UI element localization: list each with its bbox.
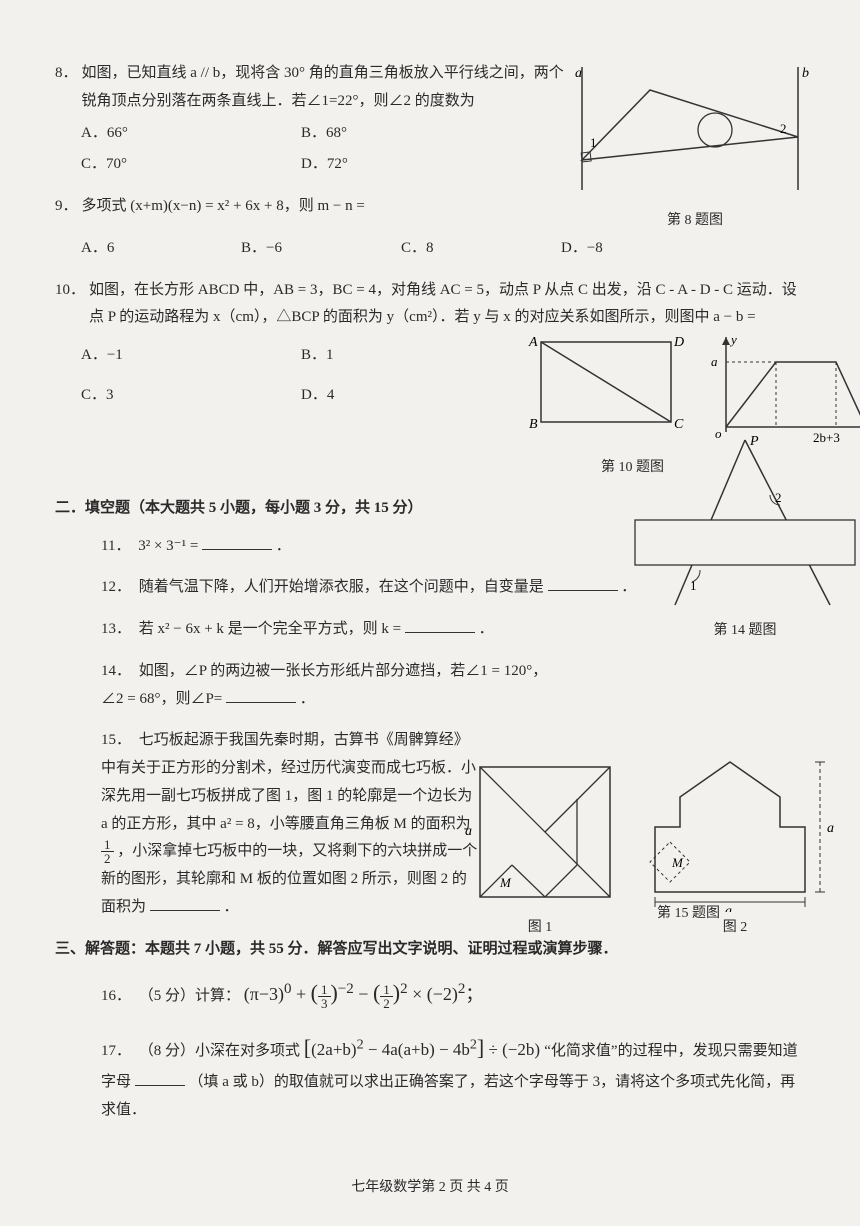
svg-text:y: y	[729, 332, 737, 347]
q14-blank	[226, 686, 296, 703]
q9-opt-c: C．8	[401, 235, 561, 263]
q10-number: 10．	[55, 277, 85, 305]
question-8: a b 1 2 第 8 题图 8． 如图，已知直线 a // b，现将含 30°…	[55, 60, 810, 179]
question-9: 9． 多项式 (x+m)(x−n) = x² + 6x + 8，则 m − n …	[55, 193, 810, 263]
q15-fig1-svg: a M	[460, 757, 620, 912]
q17-pts: （8 分）小深在对多项式	[139, 1043, 300, 1059]
q15-figure: a M 图 1 M a a 图 2	[460, 757, 850, 941]
question-13: 13． 若 x² − 6x + k 是一个完全平方式，则 k = ．	[55, 616, 810, 644]
question-15: a M 图 1 M a a 图 2 15． 七巧板起源于我国先秦时期	[55, 727, 810, 921]
q15-fig1-caption: 图 1	[460, 915, 620, 941]
q17-number: 17．	[101, 1043, 131, 1059]
page-footer: 七年级数学第 2 页 共 4 页	[0, 1175, 860, 1201]
q8-svg: a b 1 2	[570, 65, 820, 205]
q9-text: 多项式 (x+m)(x−n) = x² + 6x + 8，则 m − n =	[82, 193, 810, 221]
q12-number: 12．	[101, 579, 131, 595]
svg-text:2: 2	[780, 121, 787, 136]
question-12: 12． 随着气温下降，人们开始增添衣服，在这个问题中，自变量是 ．	[55, 574, 810, 602]
svg-text:P: P	[749, 434, 759, 449]
q17-expr: [(2a+b)2 − 4a(a+b) − 4b2] ÷ (−2b)	[304, 1040, 544, 1059]
q13-text: 若 x² − 6x + k 是一个完全平方式，则 k =	[139, 621, 401, 637]
q10-opt-d: D．4	[301, 382, 521, 410]
q13-number: 13．	[101, 621, 131, 637]
q15-number: 15．	[101, 732, 131, 748]
q8-opt-a: A．66°	[81, 120, 301, 148]
q17-mid: （填 a 或 b）的取值就可以求出正确答案了，若这个字母等于 3，请将这个多项式…	[101, 1074, 795, 1118]
q15-blank	[150, 894, 220, 911]
q8-text: 如图，已知直线 a // b，现将含 30° 角的直角三角板放入平行线之间，两个…	[82, 60, 572, 116]
q11-number: 11．	[101, 538, 130, 554]
q14-number: 14．	[101, 663, 131, 679]
q16-pts: （5 分）计算：	[139, 988, 240, 1004]
q12-text: 随着气温下降，人们开始增添衣服，在这个问题中，自变量是	[139, 579, 544, 595]
svg-text:M: M	[499, 875, 512, 890]
svg-text:a: a	[827, 821, 834, 836]
q11-text: 3² × 3⁻¹ =	[138, 538, 198, 554]
q15-text1: 七巧板起源于我国先秦时期，古算书《周髀算经》中有关于正方形的分割术，经过历代演变…	[101, 732, 476, 831]
q11-blank	[202, 533, 272, 550]
q16-number: 16．	[101, 988, 131, 1004]
q15-figure-caption: 第 15 题图	[657, 901, 720, 927]
q9-opt-b: B．−6	[241, 235, 401, 263]
q9-opt-d: D．−8	[561, 235, 721, 263]
q16-expr: (π−3)0 + (13)−2 − (12)2 × (−2)2；	[244, 984, 484, 1004]
q10-text: 如图，在长方形 ABCD 中，AB = 3，BC = 4，对角线 AC = 5，…	[89, 277, 810, 333]
svg-text:D: D	[673, 335, 684, 350]
svg-text:B: B	[529, 417, 538, 432]
q8-number: 8．	[55, 60, 78, 88]
question-17: 17． （8 分）小深在对多项式 [(2a+b)2 − 4a(a+b) − 4b…	[55, 1028, 810, 1124]
q10-options: A．−1 B．1	[55, 342, 521, 370]
question-16: 16． （5 分）计算： (π−3)0 + (13)−2 − (12)2 × (…	[55, 973, 810, 1014]
q9-options: A．6 B．−6 C．8 D．−8	[55, 235, 810, 263]
q8-opt-b: B．68°	[301, 120, 521, 148]
q17-blank	[135, 1069, 185, 1086]
q13-blank	[405, 617, 475, 634]
svg-text:M: M	[671, 855, 684, 870]
svg-text:a: a	[711, 354, 718, 369]
q10-rect-svg: A D B C	[521, 332, 691, 442]
svg-text:1: 1	[590, 135, 597, 150]
q14-figure: P 1 2 第 14 题图	[630, 430, 860, 644]
q8-opt-c: C．70°	[81, 151, 301, 179]
svg-text:2: 2	[775, 490, 782, 505]
q10-opt-c: C．3	[81, 382, 301, 410]
svg-text:b: b	[802, 66, 809, 81]
q14-text: 如图，∠P 的两边被一张长方形纸片部分遮挡，若∠1 = 120°，∠2 = 68…	[101, 663, 547, 707]
q8-opt-d: D．72°	[301, 151, 521, 179]
q12-blank	[548, 575, 618, 592]
q10-opt-a: A．−1	[81, 342, 301, 370]
q15-fraction: 12	[101, 838, 114, 865]
q10-opt-b: B．1	[301, 342, 521, 370]
svg-text:A: A	[528, 335, 538, 350]
q9-opt-a: A．6	[81, 235, 241, 263]
svg-text:a: a	[575, 66, 582, 81]
svg-text:a: a	[725, 904, 732, 912]
svg-text:a: a	[465, 824, 472, 839]
q9-number: 9．	[55, 193, 78, 221]
question-14: 14． 如图，∠P 的两边被一张长方形纸片部分遮挡，若∠1 = 120°，∠2 …	[55, 658, 555, 714]
q15-fig2-svg: M a a	[630, 757, 840, 912]
